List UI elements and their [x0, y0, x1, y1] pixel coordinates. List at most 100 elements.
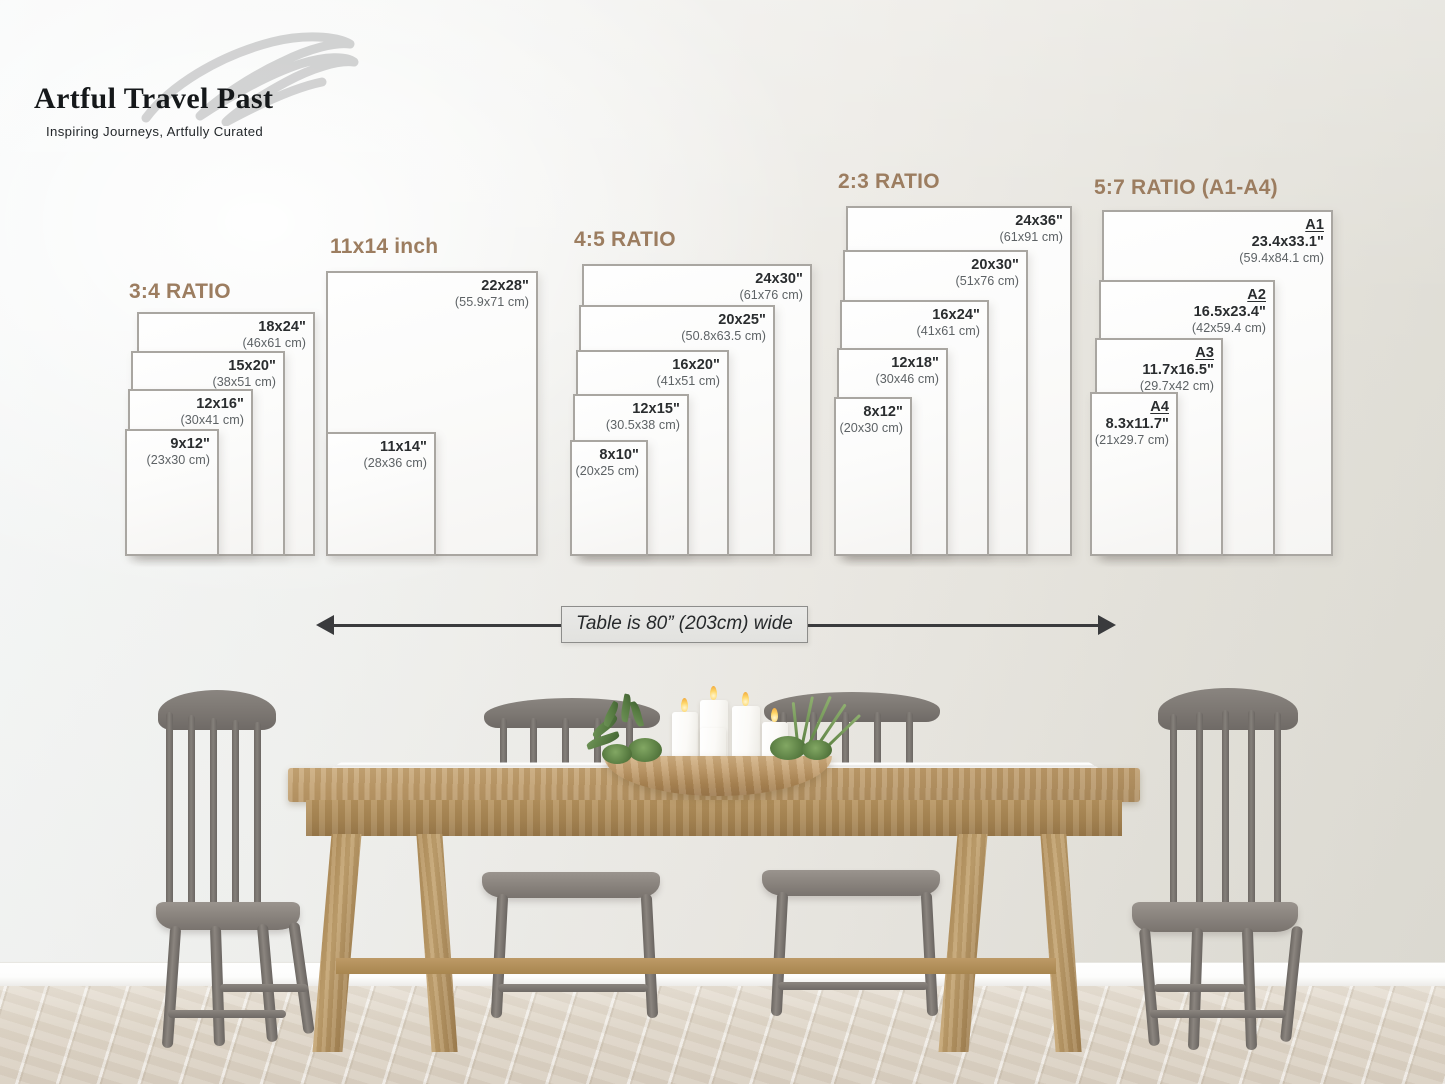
- frame-size-inches: 8x10": [599, 447, 639, 463]
- chair-spindle: [530, 718, 537, 790]
- chair-rung: [168, 1010, 286, 1018]
- frame-size-cm: (23x30 cm): [146, 453, 210, 468]
- frame-rect[interactable]: 8x10" (20x25 cm): [570, 440, 648, 556]
- frame-label: 11x14" (28x36 cm): [364, 439, 428, 471]
- frame-paper-name: A3: [1195, 345, 1214, 361]
- frame-rect[interactable]: A4 8.3x11.7" (21x29.7 cm): [1090, 392, 1178, 556]
- frame-label: A3 11.7x16.5" (29.7x42 cm): [1140, 345, 1214, 394]
- frame-label: 9x12" (23x30 cm): [147, 436, 211, 468]
- frame-size-cm: (55.9x71 cm): [454, 295, 529, 310]
- logo-tagline: Inspiring Journeys, Artfully Curated: [46, 124, 264, 139]
- chair-spindle: [874, 712, 881, 788]
- frame-stack: 22x28" (55.9x71 cm) 11x14" (28x36 cm): [326, 271, 538, 556]
- size-group-2x3: 2:3 RATIO 24x36" (61x91 cm) 20x30" (51x7…: [834, 170, 1072, 556]
- frame-size-inches: 16x20": [672, 357, 720, 373]
- frame-size-cm: (61x76 cm): [739, 288, 803, 303]
- frame-label: 18x24" (46x61 cm): [243, 319, 307, 351]
- frame-label: 20x25" (50.8x63.5 cm): [681, 312, 766, 344]
- frame-size-inches: 20x30": [971, 257, 1019, 273]
- chair-right-center: [758, 692, 958, 1017]
- chair-spindle: [210, 718, 217, 910]
- chair-leg: [288, 921, 315, 1035]
- frame-size-cm: (30x41 cm): [180, 413, 244, 428]
- frame-size-cm: (50.8x63.5 cm): [681, 329, 766, 344]
- size-group-3x4: 3:4 RATIO 18x24" (46x61 cm) 15x20" (38x5…: [125, 280, 315, 556]
- chair-spindle: [842, 712, 849, 788]
- frame-size-cm: (61x91 cm): [999, 230, 1063, 245]
- frame-rect[interactable]: 11x14" (28x36 cm): [326, 432, 436, 556]
- frame-size-cm: (20x30 cm): [839, 421, 903, 436]
- frame-stack: 24x36" (61x91 cm) 20x30" (51x76 cm) 16x2…: [834, 206, 1072, 556]
- measurement-label: Table is 80” (203cm) wide: [561, 606, 808, 643]
- chair-backrest: [484, 698, 660, 728]
- chair-seat: [482, 872, 660, 898]
- frame-size-inches: 20x25": [718, 312, 766, 328]
- frame-size-cm: (46x61 cm): [242, 336, 306, 351]
- chair-far-right: [1058, 688, 1308, 1052]
- frame-size-inches: 12x18": [891, 355, 939, 371]
- chair-spindle: [562, 718, 569, 790]
- arrow-right-icon: [1098, 615, 1116, 635]
- frame-size-cm: (30x46 cm): [875, 372, 939, 387]
- frame-label: 8x12" (20x30 cm): [840, 404, 904, 436]
- frame-size-cm: (41x51 cm): [656, 374, 720, 389]
- chair-spindle: [1222, 710, 1229, 908]
- chair-spindle: [626, 718, 633, 790]
- chair-spindle: [254, 722, 261, 910]
- chair-spindle: [906, 712, 913, 788]
- frame-label: 16x20" (41x51 cm): [657, 357, 721, 389]
- frame-size-inches: 11.7x16.5": [1142, 362, 1214, 379]
- frame-size-inches: 16.5x23.4": [1193, 304, 1266, 321]
- frame-label: 8x10" (20x25 cm): [576, 447, 640, 479]
- table-width-measurement: Table is 80” (203cm) wide: [316, 606, 1116, 644]
- chair-leg: [256, 923, 279, 1043]
- frame-label: A2 16.5x23.4" (42x59.4 cm): [1192, 287, 1266, 336]
- frame-size-cm: (59.4x84.1 cm): [1239, 251, 1324, 266]
- chair-spindle: [1196, 712, 1203, 908]
- chair-rung: [1154, 984, 1246, 992]
- frame-label: 24x30" (61x76 cm): [740, 271, 804, 303]
- frame-size-inches: 8x12": [863, 404, 903, 420]
- chair-leg: [161, 925, 182, 1049]
- chair-spindle: [1274, 712, 1281, 908]
- frame-label: 15x20" (38x51 cm): [213, 358, 277, 390]
- frame-stack: 18x24" (46x61 cm) 15x20" (38x51 cm) 12x1…: [125, 312, 315, 556]
- chair-spindle: [188, 715, 195, 909]
- frame-rect[interactable]: 8x12" (20x30 cm): [834, 397, 912, 556]
- frame-size-cm: (21x29.7 cm): [1094, 433, 1169, 448]
- chair-spindle: [500, 718, 507, 790]
- size-group-4x5: 4:5 RATIO 24x30" (61x76 cm) 20x25" (50.8…: [570, 228, 812, 556]
- frame-size-cm: (29.7x42 cm): [1139, 379, 1214, 394]
- frame-label: A4 8.3x11.7" (21x29.7 cm): [1095, 399, 1169, 448]
- group-title: 5:7 RATIO (A1-A4): [1094, 176, 1278, 199]
- frame-label: 22x28" (55.9x71 cm): [455, 278, 529, 310]
- frame-label: 20x30" (51x76 cm): [956, 257, 1020, 289]
- frame-stack: A1 23.4x33.1" (59.4x84.1 cm) A2 16.5x23.…: [1090, 210, 1333, 556]
- frame-label: A1 23.4x33.1" (59.4x84.1 cm): [1239, 217, 1324, 266]
- chair-rung: [220, 984, 308, 992]
- chair-seat: [156, 902, 300, 930]
- frame-size-inches: 24x36": [1015, 213, 1063, 229]
- frame-rect[interactable]: 9x12" (23x30 cm): [125, 429, 219, 556]
- chair-rung: [498, 984, 648, 992]
- chair-left-center: [478, 698, 678, 1019]
- frame-size-inches: 15x20": [228, 358, 276, 374]
- frame-paper-name: A2: [1247, 287, 1266, 303]
- group-title: 11x14 inch: [330, 235, 439, 258]
- frame-paper-name: A4: [1150, 399, 1169, 415]
- frame-size-cm: (30.5x38 cm): [605, 418, 680, 433]
- frame-size-inches: 18x24": [258, 319, 306, 335]
- frame-label: 24x36" (61x91 cm): [1000, 213, 1064, 245]
- chair-far-left: [150, 690, 380, 1050]
- frame-size-inches: 16x24": [932, 307, 980, 323]
- frame-size-inches: 23.4x33.1": [1251, 234, 1324, 251]
- frame-stack: 24x30" (61x76 cm) 20x25" (50.8x63.5 cm) …: [570, 264, 812, 556]
- size-group-5x7: 5:7 RATIO (A1-A4) A1 23.4x33.1" (59.4x84…: [1090, 176, 1333, 556]
- frame-size-cm: (28x36 cm): [363, 456, 427, 471]
- chair-backrest: [764, 692, 940, 722]
- group-title: 2:3 RATIO: [838, 170, 940, 193]
- frame-size-cm: (20x25 cm): [575, 464, 639, 479]
- wood-floor: [0, 986, 1445, 1084]
- logo-title: Artful Travel Past: [34, 82, 274, 115]
- chair-seat: [1132, 902, 1298, 932]
